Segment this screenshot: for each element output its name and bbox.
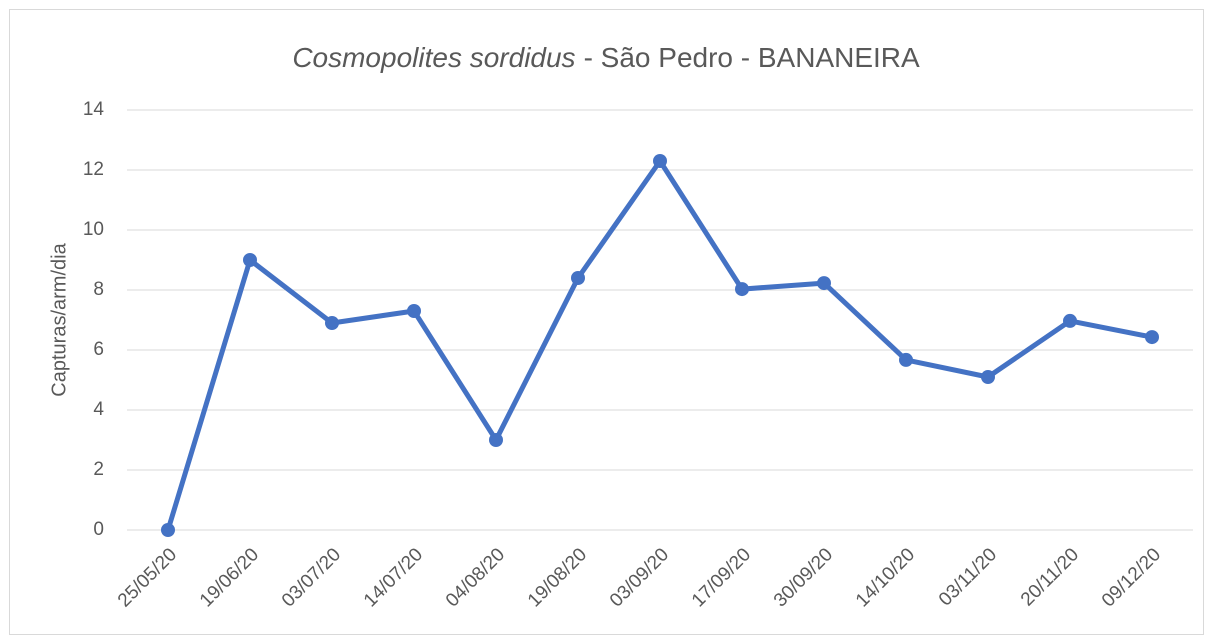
title-rest: - São Pedro - BANANEIRA	[584, 42, 920, 73]
y-tick-label: 8	[93, 279, 104, 300]
y-tick-label: 2	[93, 459, 104, 480]
point	[161, 523, 175, 537]
y-tick-label: 10	[83, 219, 104, 240]
point	[735, 282, 749, 297]
point	[571, 271, 585, 285]
point	[407, 304, 421, 318]
point	[653, 154, 667, 168]
y-tick-label: 6	[93, 339, 104, 360]
point	[243, 253, 257, 267]
point	[1063, 313, 1077, 328]
y-tick-label: 12	[83, 159, 104, 180]
y-tick-label: 0	[93, 519, 104, 540]
chart-border	[9, 9, 1204, 635]
y-axis-label: Capturas/arm/dia	[48, 242, 70, 396]
title-species: Cosmopolites sordidus	[292, 42, 575, 73]
point	[325, 316, 339, 330]
y-tick-label: 4	[93, 399, 104, 420]
point	[981, 370, 995, 384]
point	[489, 433, 503, 447]
point	[899, 352, 913, 367]
point	[817, 276, 831, 291]
point	[1145, 330, 1159, 345]
y-tick-label: 14	[83, 99, 105, 120]
chart-title: Cosmopolites sordidus - São Pedro - BANAN…	[292, 42, 920, 73]
